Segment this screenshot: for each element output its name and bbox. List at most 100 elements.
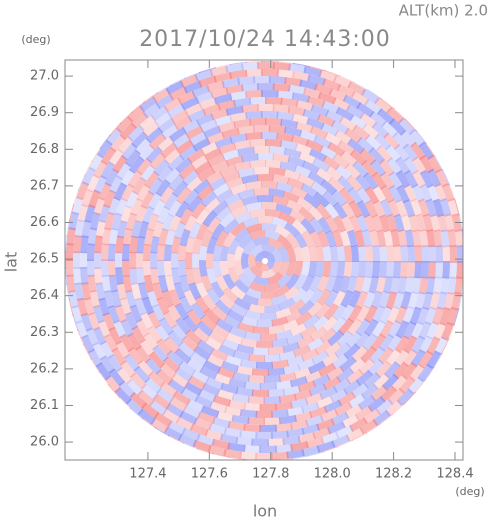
echo-cell	[265, 208, 282, 219]
echo-cell	[278, 350, 297, 361]
echo-cell	[264, 303, 282, 314]
echo-cell	[81, 282, 92, 301]
echo-cell	[252, 347, 269, 355]
echo-cell	[402, 391, 416, 406]
echo-cell	[225, 63, 244, 73]
echo-cell	[410, 141, 426, 161]
echo-cell	[166, 349, 184, 367]
echo-cell	[284, 126, 303, 137]
echo-cell	[394, 335, 410, 354]
echo-cell	[137, 359, 154, 377]
echo-cell	[167, 154, 185, 172]
echo-cell	[120, 168, 136, 187]
echo-cell	[295, 311, 313, 326]
echo-cell	[365, 423, 381, 434]
echo-cell	[233, 260, 245, 277]
echo-cell	[178, 360, 197, 376]
echo-cell	[143, 332, 159, 351]
echo-cell	[267, 367, 285, 376]
echo-cell	[242, 293, 259, 306]
echo-cell	[212, 260, 223, 278]
echo-cell	[400, 213, 412, 233]
echo-cell	[300, 245, 311, 262]
echo-cell	[275, 329, 293, 341]
echo-cell	[309, 148, 328, 162]
echo-cell	[179, 207, 194, 226]
echo-cell	[349, 114, 368, 130]
echo-cell	[447, 323, 455, 341]
echo-cell	[99, 355, 116, 374]
echo-cell	[272, 104, 291, 113]
echo-cell	[198, 67, 217, 74]
echo-cell	[212, 200, 229, 216]
echo-cell	[310, 181, 328, 197]
y-tick-label: 26.0	[30, 435, 59, 450]
echo-cell	[198, 97, 218, 110]
echo-cell	[370, 290, 383, 309]
echo-cell	[173, 282, 186, 300]
echo-cell	[309, 326, 328, 342]
echo-cell	[313, 135, 332, 149]
echo-cell	[339, 229, 351, 248]
echo-cell	[120, 205, 133, 224]
echo-cell	[221, 149, 240, 161]
echo-cell	[120, 360, 137, 379]
echo-cell	[404, 118, 418, 132]
echo-cell	[171, 323, 188, 341]
echo-cell	[243, 381, 262, 390]
echo-cell	[387, 333, 403, 352]
echo-cell	[120, 318, 134, 338]
echo-cell	[375, 276, 386, 294]
echo-cell	[147, 370, 166, 388]
echo-cell	[130, 197, 144, 217]
echo-cell	[179, 228, 191, 247]
echo-cell	[194, 69, 214, 82]
echo-cell	[217, 366, 236, 379]
echo-cell	[187, 375, 206, 390]
echo-cell	[344, 403, 364, 419]
echo-cell	[143, 274, 154, 293]
echo-cell	[331, 189, 348, 207]
echo-cell	[241, 316, 258, 327]
echo-cell	[276, 90, 295, 100]
echo-cell	[293, 261, 304, 277]
echo-cell	[379, 320, 394, 339]
echo-cell	[85, 327, 100, 347]
echo-cell	[231, 205, 249, 219]
echo-cell	[388, 184, 403, 204]
echo-cell	[282, 341, 300, 354]
echo-cell	[348, 290, 362, 308]
echo-cell	[307, 74, 327, 86]
echo-cell	[94, 251, 102, 269]
echo-cell	[98, 297, 110, 317]
echo-cell	[309, 406, 328, 419]
echo-cell	[192, 237, 203, 254]
echo-cell	[214, 136, 233, 149]
echo-cell	[129, 235, 139, 254]
echo-cell	[425, 142, 436, 158]
echo-cell	[257, 195, 274, 203]
echo-cell	[275, 380, 293, 390]
echo-cell	[259, 382, 277, 390]
echo-cell	[237, 125, 255, 135]
echo-cell	[195, 113, 215, 127]
echo-cell	[337, 175, 354, 193]
echo-cell	[161, 213, 175, 232]
echo-cell	[140, 311, 154, 331]
echo-cell	[108, 196, 121, 216]
echo-cell	[74, 282, 84, 301]
echo-cell	[360, 345, 377, 364]
echo-cell	[128, 251, 137, 270]
echo-cell	[278, 297, 296, 311]
echo-cell	[95, 219, 106, 238]
echo-cell	[220, 245, 230, 261]
x-tick-label: 127.6	[191, 467, 228, 482]
echo-cell	[378, 290, 391, 309]
echo-cell	[327, 421, 346, 435]
echo-cell	[167, 199, 183, 218]
y-tick-label: 26.6	[30, 215, 59, 230]
echo-cell	[409, 306, 422, 326]
echo-cell	[359, 112, 378, 129]
echo-cell	[387, 199, 401, 218]
echo-cell	[278, 393, 297, 404]
